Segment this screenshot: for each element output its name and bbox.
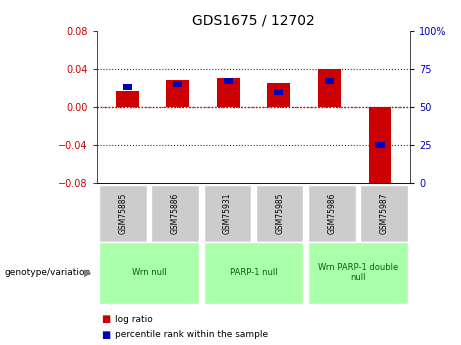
- Text: Wrn PARP-1 double
null: Wrn PARP-1 double null: [318, 263, 398, 282]
- Text: GSM75986: GSM75986: [327, 192, 337, 234]
- Bar: [224, 78, 233, 84]
- Bar: [116, 91, 138, 107]
- Text: GSM75987: GSM75987: [380, 192, 389, 234]
- Bar: [375, 142, 384, 148]
- Text: PARP-1 null: PARP-1 null: [230, 268, 278, 277]
- Bar: [369, 107, 391, 190]
- Text: log ratio: log ratio: [115, 315, 153, 324]
- Text: ▶: ▶: [84, 268, 91, 277]
- Text: Wrn null: Wrn null: [132, 268, 166, 277]
- Bar: [166, 80, 189, 107]
- Text: genotype/variation: genotype/variation: [5, 268, 91, 277]
- Text: GSM75931: GSM75931: [223, 192, 232, 234]
- Text: GSM75885: GSM75885: [118, 193, 127, 234]
- Text: percentile rank within the sample: percentile rank within the sample: [115, 330, 268, 339]
- Bar: [267, 83, 290, 107]
- Bar: [173, 81, 182, 87]
- Text: ■: ■: [101, 314, 111, 324]
- Text: GSM75985: GSM75985: [275, 192, 284, 234]
- Title: GDS1675 / 12702: GDS1675 / 12702: [192, 13, 315, 27]
- Bar: [123, 84, 132, 90]
- Bar: [217, 79, 240, 107]
- Text: ■: ■: [101, 330, 111, 339]
- Bar: [318, 69, 341, 107]
- Text: GSM75886: GSM75886: [171, 193, 180, 234]
- Bar: [325, 78, 334, 84]
- Bar: [274, 89, 284, 95]
